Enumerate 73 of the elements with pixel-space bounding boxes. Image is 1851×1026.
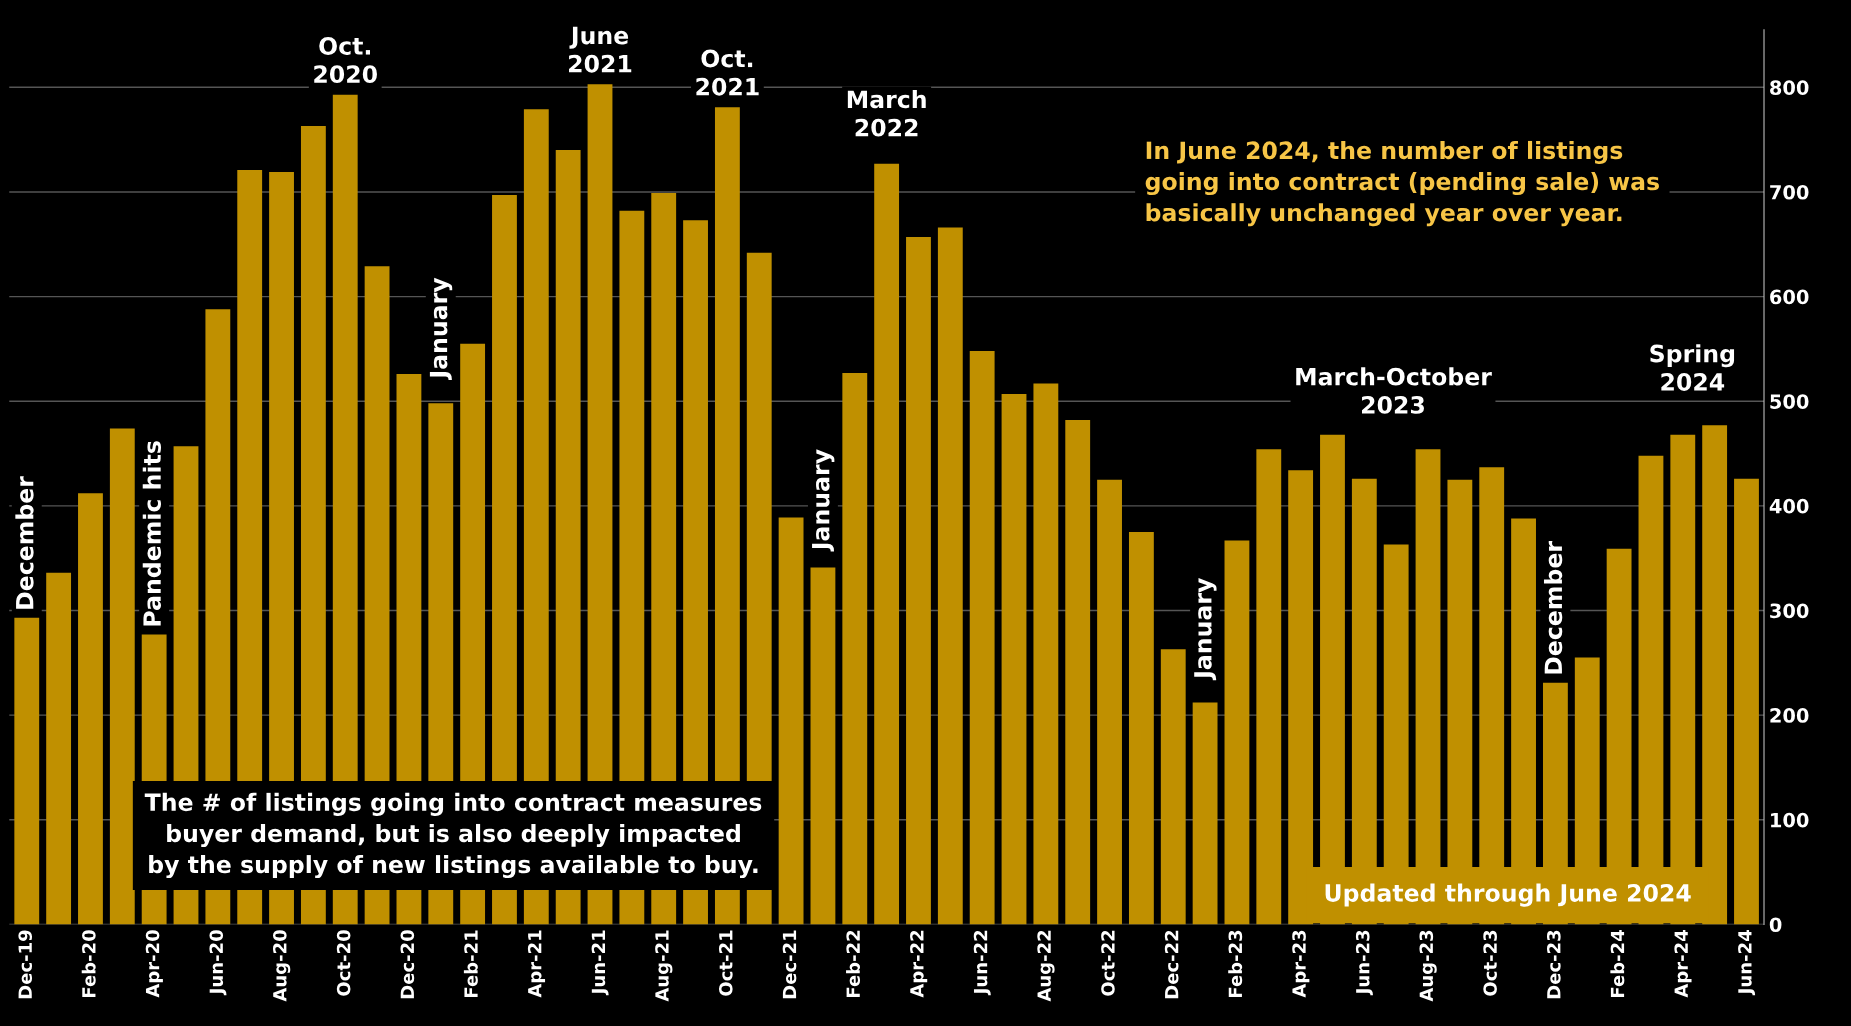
- y-tick-label: 0: [1769, 917, 1782, 933]
- bar: [874, 163, 900, 925]
- x-tick-label: Jun-24: [1738, 930, 1756, 996]
- y-tick-label: 500: [1770, 394, 1809, 409]
- y-tick-label: 700: [1770, 184, 1809, 200]
- x-tick-label: Aug-21: [655, 930, 673, 1002]
- x-tick-label: Dec-19: [18, 930, 33, 999]
- bar: [1192, 702, 1218, 925]
- bar: [810, 567, 836, 925]
- bar: [78, 493, 103, 925]
- x-tick-label: Apr-21: [527, 930, 546, 998]
- annotation: June 2021: [569, 26, 632, 73]
- x-tick-label: Oct-21: [718, 930, 733, 996]
- bar: [1160, 649, 1186, 925]
- x-tick-label: Dec-21: [782, 930, 797, 999]
- y-tick-label: 200: [1770, 708, 1809, 723]
- x-tick-label: Aug-20: [272, 930, 291, 1002]
- annotation: Spring 2024: [1650, 344, 1735, 391]
- x-tick-label: Apr-24: [1674, 930, 1692, 998]
- x-tick-label: Feb-23: [1228, 930, 1243, 998]
- x-tick-label: Feb-24: [1610, 930, 1625, 998]
- annotation: January: [1194, 578, 1217, 681]
- bar: [14, 617, 40, 925]
- x-tick-label: Apr-22: [910, 930, 928, 998]
- x-tick-label: Aug-22: [1037, 930, 1055, 1002]
- y-tick-label: 800: [1770, 80, 1809, 95]
- bar: [1033, 383, 1059, 925]
- bar: [1128, 532, 1154, 925]
- annotation: December: [15, 476, 34, 609]
- y-tick-label: 100: [1771, 812, 1809, 828]
- x-tick-label: Oct-23: [1483, 930, 1497, 996]
- x-tick-label: Apr-20: [145, 930, 163, 998]
- annotation: The # of listings going into contract measures buyer demand, but is also deeply impacted by the supply of new listings available to buy.: [144, 792, 762, 879]
- bar: [969, 351, 995, 925]
- bar: [46, 572, 72, 925]
- bar: [1256, 449, 1282, 925]
- bar: [1065, 420, 1091, 925]
- annotation: January: [812, 449, 835, 552]
- bar: [109, 428, 135, 925]
- x-tick-label: Aug-23: [1419, 930, 1437, 1002]
- bar: [1001, 393, 1027, 925]
- annotation: Oct. 2020: [314, 37, 377, 84]
- annotation: March 2022: [847, 90, 926, 137]
- x-tick-label: Dec-22: [1164, 930, 1179, 999]
- annotation: December: [1543, 541, 1563, 674]
- x-tick-label: Jun-21: [591, 930, 609, 996]
- annotation: In June 2024, the number of listings going into contract (pending sale) was basically unchanged year over year.: [1145, 140, 1659, 227]
- x-tick-label: Apr-23: [1292, 930, 1310, 998]
- annotation: January: [429, 277, 453, 380]
- bar: [1224, 540, 1250, 925]
- bar: [1097, 479, 1122, 925]
- x-tick-label: Feb-20: [81, 930, 96, 998]
- annotation: Updated through June 2024: [1325, 883, 1691, 907]
- x-tick-label: Feb-21: [463, 930, 478, 998]
- x-tick-label: Oct-22: [1101, 930, 1115, 996]
- x-tick-label: Feb-22: [846, 930, 861, 998]
- x-tick-label: Jun-20: [209, 930, 227, 996]
- y-tick-label: 300: [1770, 603, 1809, 619]
- x-tick-label: Dec-20: [400, 930, 415, 999]
- x-tick-label: Jun-22: [973, 930, 991, 996]
- bar: [906, 236, 931, 925]
- bar: [842, 372, 868, 925]
- y-tick-label: 600: [1770, 289, 1809, 305]
- annotation: March-October 2023: [1296, 367, 1492, 414]
- y-tick-label: 400: [1769, 498, 1809, 514]
- annotation: Oct. 2021: [696, 49, 759, 96]
- bar: [778, 517, 804, 925]
- x-tick-label: Jun-23: [1355, 930, 1373, 996]
- bar: [937, 227, 963, 925]
- x-tick-label: Oct-20: [336, 930, 351, 996]
- x-tick-label: Dec-23: [1546, 930, 1561, 999]
- bar: [1734, 478, 1759, 925]
- annotation: Pandemic hits: [142, 441, 162, 626]
